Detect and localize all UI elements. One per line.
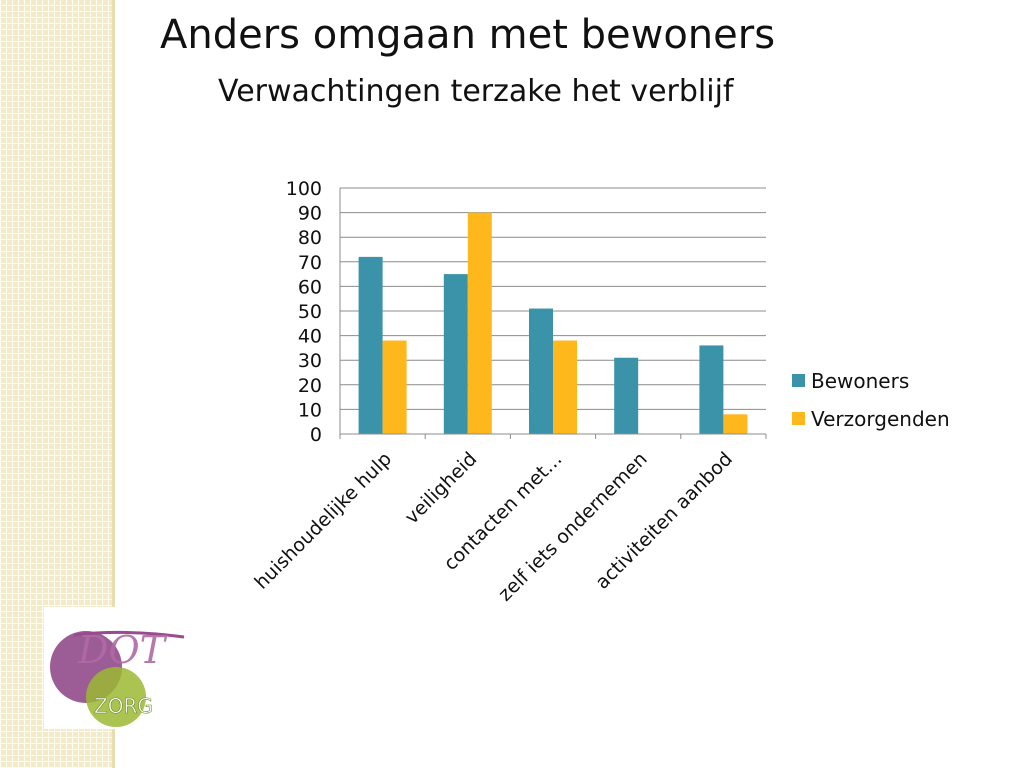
- logo-swoosh: [73, 630, 185, 639]
- y-tick-label: 60: [298, 276, 322, 298]
- legend-swatch: [792, 374, 805, 387]
- bar-bewoners: [699, 345, 724, 434]
- slide-subtitle: Verwachtingen terzake het verblijf: [218, 74, 734, 109]
- bar-verzorgenden: [467, 212, 492, 434]
- y-tick-label: 0: [310, 424, 322, 446]
- bar-verzorgenden: [382, 340, 407, 434]
- y-tick-label: 90: [298, 203, 322, 225]
- slide-title: Anders omgaan met bewoners: [160, 12, 776, 58]
- logo-text-dot: DOT: [77, 628, 168, 672]
- bar-bewoners: [614, 357, 639, 434]
- y-tick-label: 80: [298, 227, 322, 249]
- bar-bewoners: [443, 274, 468, 434]
- legend-entry: Bewoners: [811, 369, 909, 393]
- y-tick-label: 100: [286, 178, 322, 200]
- side-divider: [112, 0, 115, 768]
- bar-bewoners: [358, 256, 383, 434]
- x-tick-label: veiligheid: [401, 448, 482, 529]
- y-tick-label: 30: [298, 350, 322, 372]
- bar-verzorgenden: [553, 340, 577, 434]
- logo: DOT ZORG: [44, 607, 196, 729]
- y-tick-label: 70: [298, 252, 322, 274]
- bar-verzorgenden: [723, 414, 748, 434]
- y-tick-label: 40: [298, 326, 322, 348]
- x-tick-label: huishoudelijke hulp: [250, 448, 396, 594]
- y-tick-label: 50: [298, 301, 322, 323]
- x-tick-label: zelf iets ondernemen: [494, 448, 652, 606]
- legend-entry: Verzorgenden: [811, 407, 950, 431]
- legend-swatch: [792, 412, 805, 425]
- bar-bewoners: [529, 308, 553, 434]
- logo-circle-green: [86, 667, 146, 727]
- side-pattern: [0, 0, 112, 768]
- y-tick-label: 20: [298, 375, 322, 397]
- logo-text-zorg: ZORG: [94, 694, 153, 718]
- y-tick-label: 10: [298, 399, 322, 421]
